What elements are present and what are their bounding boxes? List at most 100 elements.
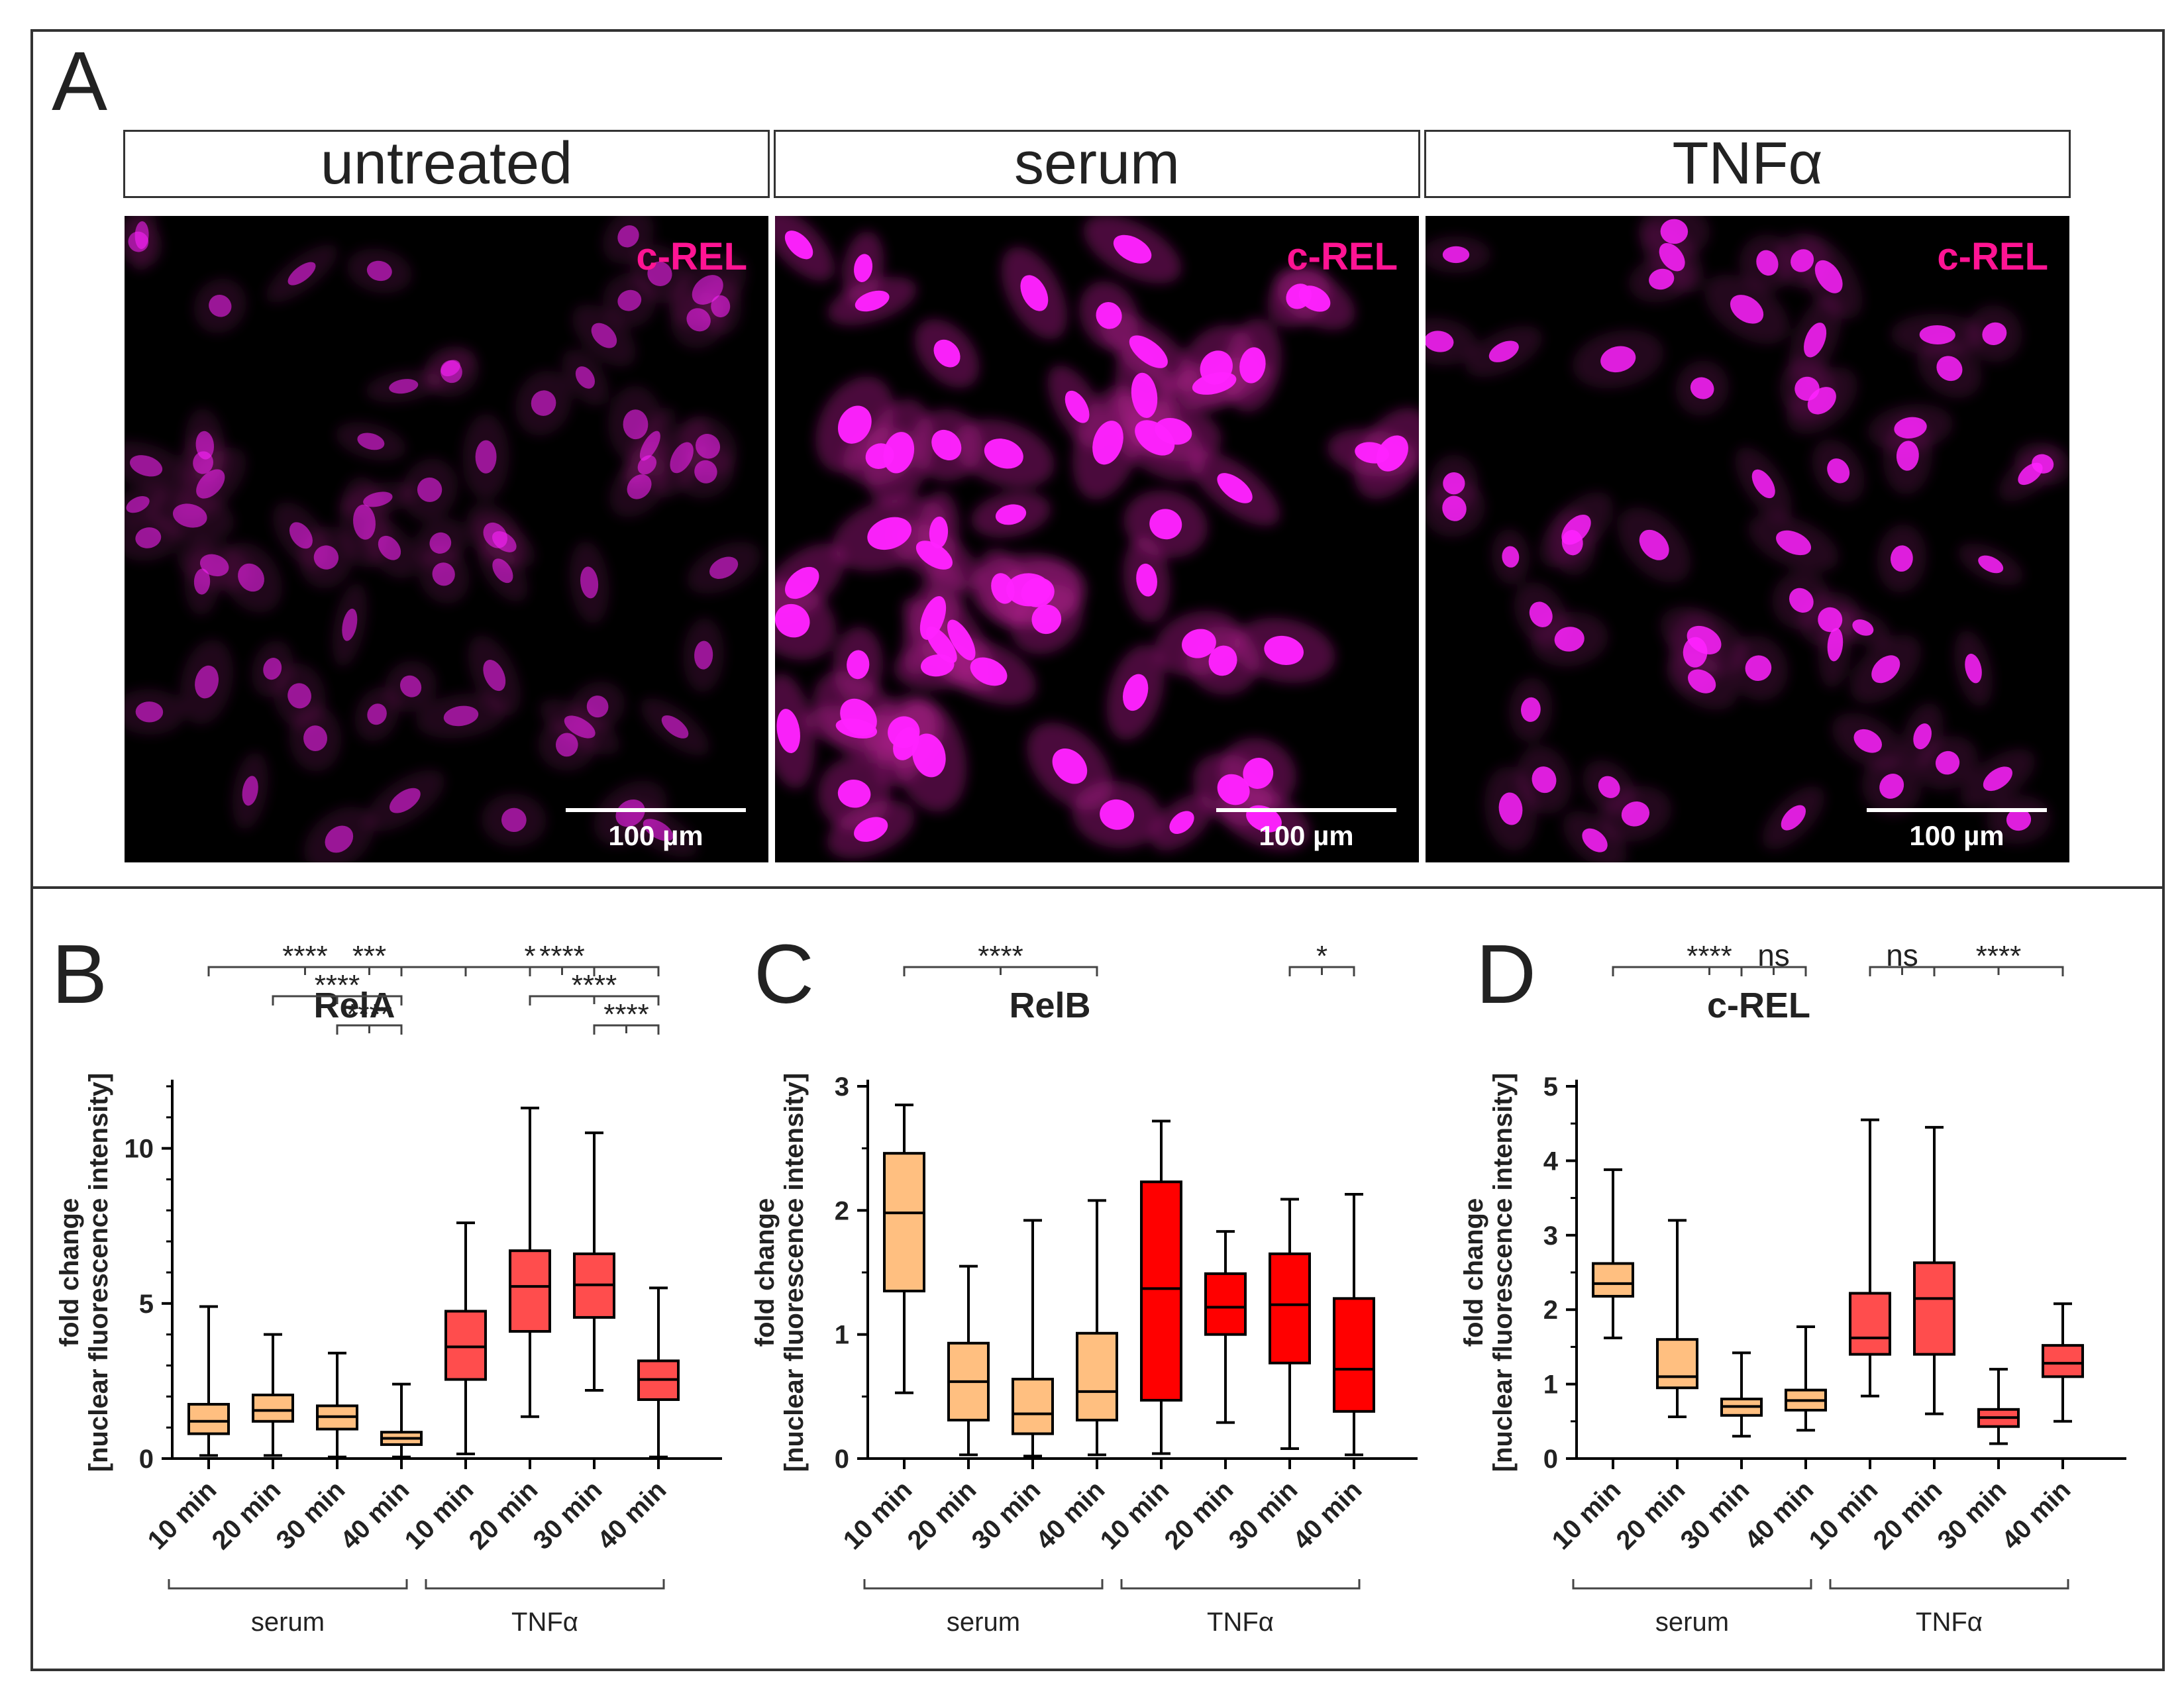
- nucleus: [991, 573, 1015, 604]
- nucleus: [483, 522, 507, 548]
- nucleus: [1598, 776, 1620, 798]
- nucleus: [193, 568, 211, 595]
- significance-bracket: ***: [207, 940, 531, 976]
- group-bracket: [425, 1579, 665, 1590]
- x-tick-label: 20 min: [207, 1475, 287, 1555]
- x-tick-label: 20 min: [1159, 1475, 1239, 1555]
- nucleus: [686, 308, 711, 332]
- box-3: [316, 1351, 358, 1459]
- nucleus: [367, 703, 387, 725]
- significance-bracket: *: [464, 940, 596, 976]
- x-tick-label: 10 min: [1547, 1475, 1627, 1555]
- nucleus: [1871, 655, 1900, 684]
- box-3: [1720, 1351, 1763, 1438]
- nucleus: [1217, 473, 1253, 503]
- nucleus: [1217, 774, 1250, 805]
- nucleus: [1498, 792, 1523, 825]
- nucleus: [1600, 346, 1636, 373]
- box-6: [509, 1106, 551, 1418]
- nucleus: [1131, 372, 1158, 419]
- x-tick-label: 30 min: [1675, 1475, 1755, 1555]
- chart-title: c-REL: [1707, 986, 1810, 1025]
- micrograph-untreated: c-REL 100 µm: [125, 216, 768, 862]
- box-iqr: [1204, 1272, 1247, 1336]
- nucleus: [1208, 645, 1237, 676]
- nucleus: [931, 429, 962, 461]
- significance-label: ****: [346, 998, 392, 1031]
- box-7: [1269, 1198, 1311, 1451]
- x-tick-label: 10 min: [1804, 1475, 1884, 1555]
- micrograph-tnfa: c-REL 100 µm: [1426, 216, 2069, 862]
- scale-bar: [566, 808, 746, 812]
- nucleus: [709, 556, 739, 580]
- stain-label: c-REL: [1286, 235, 1398, 278]
- x-tick-label: 40 min: [1288, 1475, 1368, 1555]
- box-iqr: [2042, 1344, 2084, 1378]
- panel-letter-d: D: [1476, 927, 1536, 1021]
- nucleus: [564, 715, 596, 739]
- significance-bracket: ****: [464, 940, 660, 976]
- nucleus: [130, 455, 163, 477]
- nucleus: [287, 683, 311, 709]
- nucleus: [555, 733, 578, 757]
- nucleus: [617, 225, 639, 248]
- box-2: [1656, 1219, 1698, 1419]
- nucleus: [1123, 674, 1149, 711]
- x-tick-label: 20 min: [1868, 1475, 1948, 1555]
- nucleus: [1129, 335, 1168, 368]
- scale-bar: [1216, 808, 1396, 812]
- nucleus: [1789, 588, 1814, 613]
- nucleus: [1561, 514, 1591, 545]
- nucleus: [575, 366, 595, 389]
- nucleus: [1791, 249, 1814, 272]
- box-6: [1913, 1125, 1955, 1416]
- nucleus: [238, 563, 264, 592]
- y-tick-label: 0: [835, 1445, 849, 1474]
- nucleus: [776, 709, 800, 753]
- nucleus: [1660, 219, 1689, 244]
- significance-bracket: ****: [1933, 940, 2064, 976]
- nucleus: [1965, 653, 1982, 684]
- x-tick-label: 40 min: [1031, 1475, 1111, 1555]
- chart-title: RelB: [1009, 986, 1090, 1025]
- nucleus: [1376, 435, 1408, 472]
- nucleus: [1745, 655, 1772, 682]
- nucleus: [855, 290, 890, 312]
- chart-relb: RelB fold change[nuclear fluorescence int…: [735, 927, 1464, 1669]
- condition-header-tnfa: TNFα: [1424, 130, 2071, 198]
- y-tick-label: 10: [125, 1135, 154, 1164]
- significance-label: ****: [315, 969, 360, 1002]
- condition-header-untreated: untreated: [123, 130, 770, 198]
- nucleus: [483, 660, 506, 692]
- nucleus: [417, 477, 442, 502]
- nucleus: [1896, 440, 1919, 471]
- box-iqr: [1076, 1331, 1118, 1421]
- box-4: [380, 1382, 423, 1459]
- scale-bar-label: 100 µm: [1909, 820, 2004, 851]
- nucleus: [1031, 604, 1062, 635]
- nucleus: [199, 554, 229, 577]
- y-tick-label: 2: [1543, 1296, 1558, 1325]
- nucleus: [135, 527, 162, 548]
- nucleus: [1532, 766, 1557, 794]
- nucleus: [1621, 801, 1650, 827]
- significance-label: ****: [978, 940, 1023, 972]
- y-tick-label: 2: [835, 1196, 849, 1225]
- x-tick-label: 20 min: [902, 1475, 982, 1555]
- panels-bcd-frame: [30, 886, 2165, 1671]
- box-1: [187, 1305, 230, 1457]
- nucleus: [313, 545, 339, 570]
- group-label-1: serum: [1655, 1608, 1729, 1637]
- x-tick-label: 30 min: [528, 1475, 608, 1555]
- nucleus: [1936, 356, 1963, 382]
- nucleus: [1935, 750, 1960, 775]
- nucleus: [501, 807, 527, 833]
- nucleus: [1804, 323, 1827, 358]
- nucleus: [2006, 808, 2032, 831]
- nucleus: [837, 779, 871, 808]
- nucleus: [1298, 285, 1331, 312]
- nucleus: [711, 295, 731, 318]
- nucleus: [1978, 555, 2004, 574]
- box-4: [1785, 1325, 1827, 1432]
- significance-bracket: ****: [529, 969, 660, 1005]
